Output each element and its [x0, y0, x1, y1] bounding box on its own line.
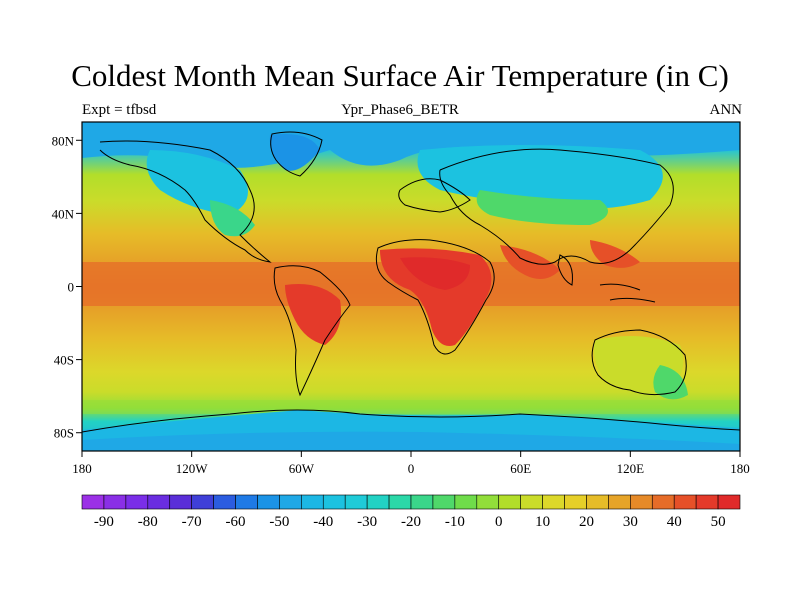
lat-tick-label: 0 [68, 280, 75, 295]
colorbar-swatch [213, 494, 236, 510]
longitude-axis: 180 120W 60W 0 60E 120E 180 [72, 451, 750, 476]
colorbar-label: -40 [313, 514, 333, 530]
coast-antarctica [82, 409, 740, 433]
colorbar-swatch [169, 494, 192, 510]
colorbar-swatch [125, 494, 149, 510]
colorbar-swatch [257, 494, 280, 510]
coast-asia [439, 148, 674, 265]
colorbar-label: 40 [667, 514, 682, 530]
colorbar-swatch [564, 494, 587, 510]
colorbar-swatch [608, 494, 631, 510]
colorbar-label: 20 [579, 514, 594, 530]
coast-indonesia [599, 283, 656, 303]
colorbar-swatch [498, 494, 521, 510]
coast-india [557, 254, 573, 286]
colorbar-label: 50 [711, 514, 726, 530]
colorbar-swatch [322, 494, 346, 510]
latitude-axis: 80N 40N 0 40S 80S [52, 133, 82, 441]
colorbar-label: -70 [182, 514, 202, 530]
colorbar-swatch [586, 494, 609, 510]
colorbar-swatch [432, 494, 456, 510]
colorbar-swatch [542, 494, 565, 510]
lon-tick-label: 120W [176, 461, 209, 476]
colorbar-label: -80 [138, 514, 158, 530]
colorbar-swatch [147, 494, 171, 510]
colorbar-swatch [388, 494, 412, 510]
colorbar-label: -30 [357, 514, 377, 530]
colorbar-swatch [81, 494, 105, 510]
colorbar-label: -50 [269, 514, 289, 530]
colorbar-swatch [630, 494, 653, 510]
coast-europe [398, 178, 471, 213]
lon-tick-label: 0 [408, 461, 415, 476]
coast-africa [375, 239, 495, 355]
coast-greenland [270, 131, 323, 177]
season-label: ANN [709, 102, 743, 118]
colorbar-swatch [520, 494, 543, 510]
colorbar-swatch [301, 494, 324, 510]
map-title: Coldest Month Mean Surface Air Temperatu… [71, 58, 729, 93]
lon-tick-label: 120E [617, 461, 645, 476]
lon-tick-label: 180 [730, 461, 750, 476]
colorbar-swatch [191, 494, 214, 510]
colorbar-swatch [673, 494, 697, 510]
colorbar-swatch [476, 494, 500, 510]
colorbar-swatch [103, 494, 127, 510]
experiment-label: Expt = tfbsd [82, 102, 157, 118]
temperature-field [82, 122, 740, 451]
lon-tick-label: 60W [289, 461, 315, 476]
colorbar-label: 30 [623, 514, 638, 530]
colorbar-label: -20 [401, 514, 421, 530]
colorbar-swatch [651, 494, 675, 510]
lon-tick-label: 60E [510, 461, 531, 476]
colorbar-swatch [366, 494, 390, 510]
colorbar-label: 10 [535, 514, 550, 530]
colorbar-swatch [279, 494, 302, 510]
lat-tick-label: 40S [54, 353, 74, 368]
colorbar-swatch [717, 494, 741, 510]
coast-south-america [273, 265, 351, 397]
coast-north-america [99, 140, 272, 263]
colorbar-label: -10 [445, 514, 465, 530]
colorbar-swatch [695, 494, 719, 510]
coast-australia [591, 329, 687, 396]
colorbar: -90 -80 -70 -60 -50 -40 -30 -20 -10 0 10 20 30 40 50 [81, 494, 741, 530]
colorbar-swatch [454, 494, 478, 510]
lat-tick-label: 40N [52, 206, 75, 221]
colorbar-label: -90 [94, 514, 114, 530]
coastlines [82, 131, 740, 433]
colorbar-swatch [410, 494, 434, 510]
lat-tick-label: 80N [52, 133, 75, 148]
colorbar-label: -60 [226, 514, 246, 530]
colorbar-swatch [344, 494, 368, 510]
case-name-label: Ypr_Phase6_BETR [341, 102, 459, 118]
colorbar-swatch [235, 494, 258, 510]
lat-tick-label: 80S [54, 426, 74, 441]
lon-tick-label: 180 [72, 461, 92, 476]
colorbar-label: 0 [495, 514, 503, 530]
